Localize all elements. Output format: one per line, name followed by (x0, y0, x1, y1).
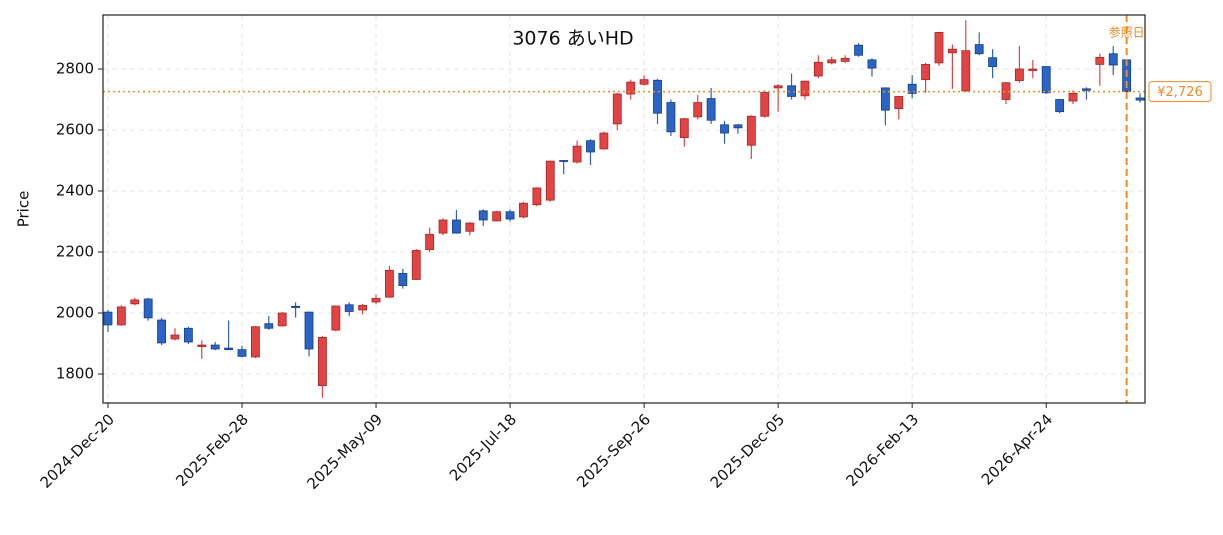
candle-body (317, 337, 327, 387)
candle-body (773, 85, 783, 89)
candle-body (894, 96, 904, 110)
candle-body (867, 59, 877, 69)
candle-body (344, 304, 354, 312)
candle-body (653, 79, 662, 114)
candle-body (1068, 92, 1078, 102)
candle-body (250, 326, 260, 358)
candle-body (1108, 53, 1118, 66)
candle-body (425, 233, 435, 250)
candle-body (840, 57, 850, 62)
y-axis-label: Price (15, 191, 33, 228)
candle-body (880, 87, 890, 111)
candle-body (559, 160, 569, 162)
candle-body (733, 124, 743, 129)
candle-body (639, 79, 649, 85)
candle-body (452, 219, 461, 234)
candle-body (532, 187, 542, 206)
candle-body (116, 306, 126, 326)
candle-body (385, 269, 394, 298)
candle-body (1135, 97, 1145, 101)
plot-frame (102, 14, 1146, 404)
candle-body (706, 98, 716, 121)
candle-body (1001, 82, 1011, 100)
candle-body (103, 311, 113, 326)
candle-body (371, 297, 381, 303)
reference-price-label: ¥2,726 (1157, 85, 1203, 100)
y-tick-label: 2000 (56, 304, 94, 322)
candle-body (157, 319, 166, 344)
candle-body (1014, 68, 1024, 81)
candle-body (1028, 68, 1038, 71)
candle-body (572, 145, 582, 163)
reference-date-label: 参照日 (1109, 25, 1145, 40)
candle-body (492, 211, 502, 222)
y-tick-label: 1800 (56, 365, 94, 383)
candle-body (398, 272, 408, 286)
candle-body (988, 57, 998, 67)
candle-body (666, 102, 676, 133)
candle-body (907, 83, 917, 94)
candle-body (291, 305, 301, 308)
candle-body (921, 64, 931, 81)
candle-body (854, 44, 863, 56)
candle-body (947, 48, 957, 54)
candle-body (170, 334, 180, 340)
candle-body (331, 305, 341, 331)
candle-body (1082, 88, 1091, 91)
candle-body (304, 311, 314, 350)
candle-body (210, 344, 220, 350)
candle-body (1041, 66, 1051, 94)
candle-body (693, 102, 703, 118)
candle-body (974, 44, 984, 55)
y-tick-label: 2600 (56, 120, 94, 138)
reference-price-box (1148, 81, 1212, 103)
candle-body (130, 299, 140, 305)
chart-title: 3076 あいHD (512, 28, 633, 50)
candle-body (813, 61, 823, 77)
candle-body (679, 118, 689, 139)
candle-body (277, 312, 287, 327)
candle-body (545, 160, 555, 201)
candle-body (505, 211, 515, 220)
candle-body (358, 304, 368, 311)
candle-body (626, 81, 636, 95)
candle-body (934, 31, 944, 64)
candle-body (1055, 99, 1065, 113)
candle-body (224, 347, 234, 351)
y-tick-label: 2400 (56, 182, 94, 200)
candle-body (760, 92, 770, 117)
candle-body (519, 202, 528, 218)
candle-body (746, 115, 756, 146)
candle-body (586, 140, 595, 153)
candle-body (197, 344, 207, 347)
candle-body (720, 124, 729, 134)
candle-body (1095, 56, 1105, 65)
candle-body (787, 85, 796, 97)
candle-body (143, 298, 153, 319)
candle-body (961, 50, 971, 92)
candle-body (264, 323, 274, 329)
candle-body (411, 250, 421, 280)
candle-body (599, 132, 609, 150)
candle-body (478, 210, 488, 221)
candle-body (183, 327, 193, 343)
candle-body (612, 93, 622, 125)
candle-body (237, 349, 247, 357)
y-tick-label: 2800 (56, 59, 94, 77)
candle-body (827, 59, 837, 64)
candle-body (800, 80, 810, 97)
candle-body (465, 222, 475, 232)
candle-body (438, 219, 448, 234)
y-tick-label: 2200 (56, 243, 94, 261)
